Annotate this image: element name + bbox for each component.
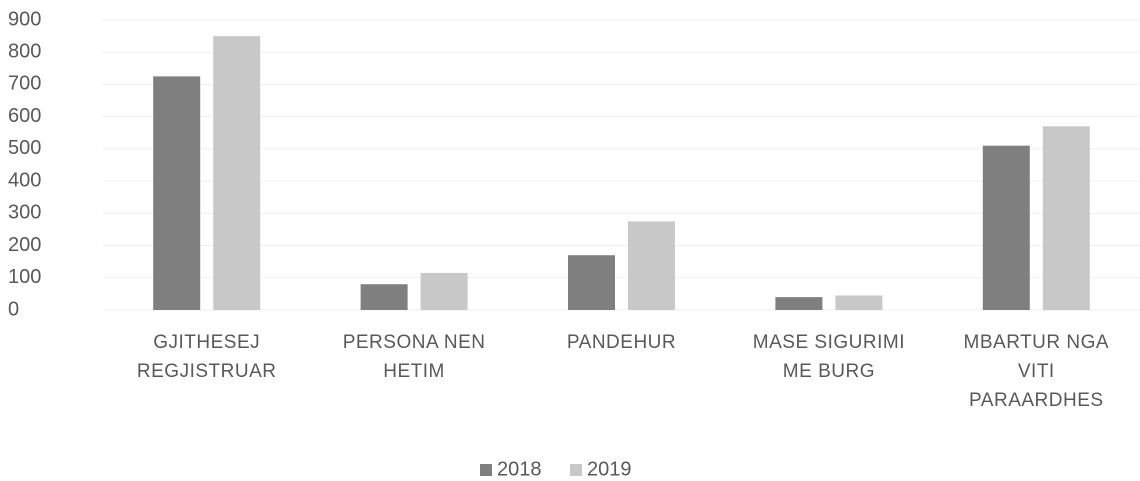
x-tick-label: GJITHESEJ REGJISTRUAR bbox=[136, 332, 277, 382]
bar bbox=[420, 272, 468, 310]
y-tick-label: 300 bbox=[8, 202, 41, 224]
legend-label: 2018 bbox=[497, 458, 542, 480]
x-tick-label: MASE SIGURIMI ME BURG bbox=[752, 332, 905, 382]
bar bbox=[153, 76, 201, 310]
y-tick-label: 600 bbox=[8, 105, 41, 127]
legend-swatch bbox=[480, 464, 492, 476]
y-tick-label: 100 bbox=[8, 266, 41, 288]
bar bbox=[213, 36, 261, 310]
x-tick-label: MBARTUR NGA VITI PARAARDHES bbox=[963, 332, 1110, 411]
legend-swatch bbox=[570, 464, 582, 476]
bar bbox=[628, 221, 675, 310]
y-tick-label: 900 bbox=[8, 8, 41, 30]
bar bbox=[1042, 126, 1090, 310]
bar bbox=[982, 145, 1030, 310]
bar bbox=[568, 255, 615, 310]
bar bbox=[360, 284, 408, 310]
y-tick-label: 400 bbox=[8, 169, 41, 191]
x-tick-label: PERSONA NEN HETIM bbox=[342, 332, 486, 382]
x-tick-label: PANDEHUR bbox=[566, 332, 677, 353]
legend-label: 2019 bbox=[587, 458, 632, 480]
y-tick-label: 200 bbox=[8, 234, 41, 256]
y-tick-label: 700 bbox=[8, 73, 41, 95]
y-tick-label: 0 bbox=[8, 298, 19, 320]
y-tick-label: 500 bbox=[8, 137, 41, 159]
y-tick-label: 800 bbox=[8, 41, 41, 63]
bar bbox=[775, 297, 823, 310]
bar bbox=[835, 295, 883, 310]
